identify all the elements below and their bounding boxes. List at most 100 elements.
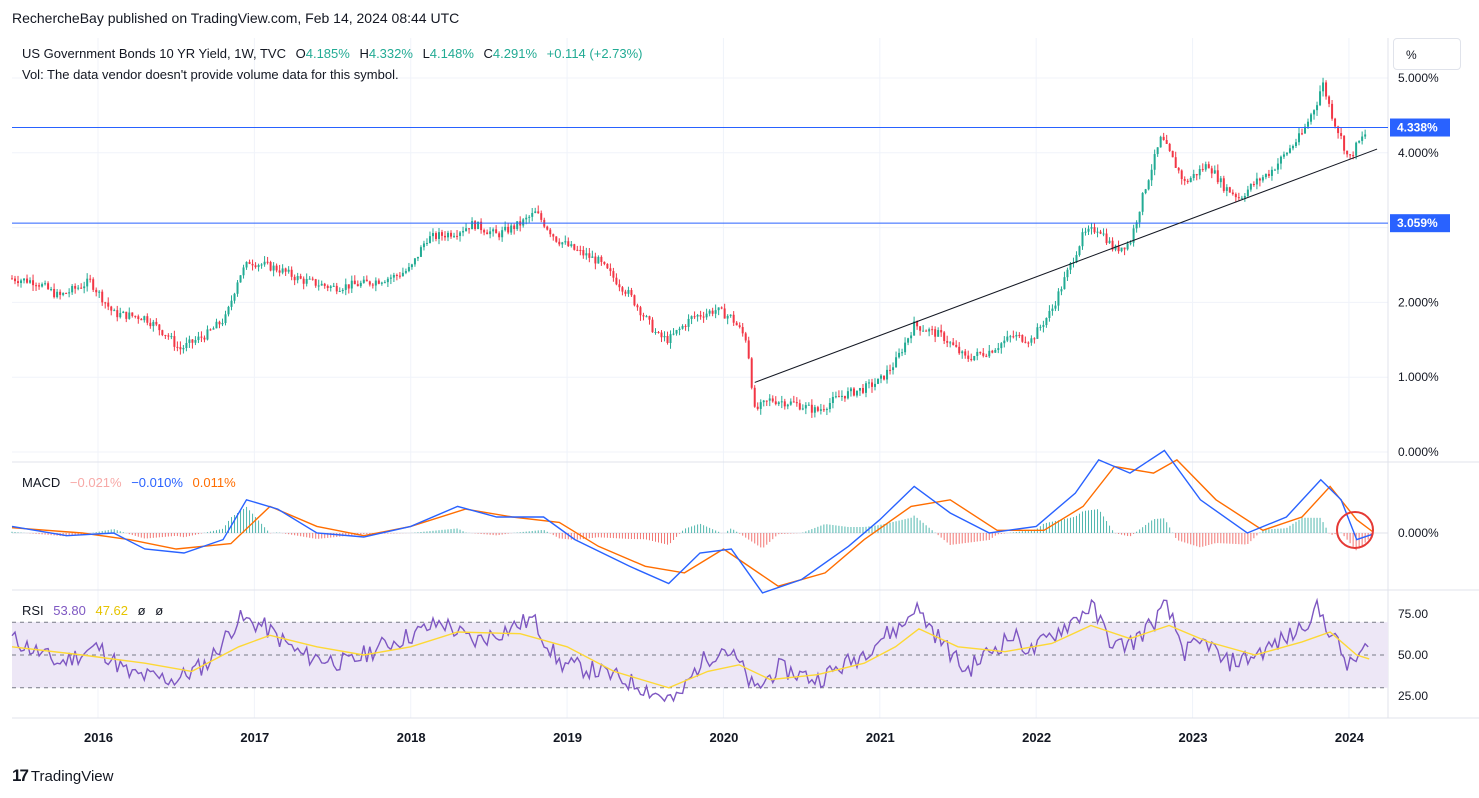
candle-body <box>1024 341 1027 343</box>
candle-body <box>257 265 260 268</box>
candle-body <box>239 275 242 283</box>
candle-body <box>158 324 161 331</box>
candle-body <box>630 290 633 296</box>
candle-body <box>92 279 95 290</box>
candle-body <box>1144 189 1147 194</box>
candle-body <box>1012 336 1015 338</box>
candle-body <box>642 315 645 317</box>
change-value: +0.114 (+2.73%) <box>546 46 643 61</box>
candle-body <box>1355 142 1358 156</box>
candle-body <box>528 216 531 218</box>
candle-body <box>985 355 988 357</box>
candle-body <box>215 321 218 329</box>
candle-body <box>26 278 29 283</box>
candle-body <box>110 306 113 311</box>
candle-body <box>416 256 419 259</box>
candle-body <box>501 230 504 238</box>
candle-body <box>961 351 964 354</box>
candle-body <box>892 367 895 371</box>
candle-body <box>681 325 684 329</box>
candle-body <box>422 243 425 248</box>
candle-body <box>182 347 185 350</box>
tradingview-logo-text: TradingView <box>30 767 114 785</box>
candle-body <box>1111 240 1114 250</box>
candle-body <box>645 316 648 318</box>
candle-body <box>864 383 867 393</box>
candle-body <box>1364 134 1367 137</box>
candle-body <box>552 234 555 237</box>
candle-body <box>732 314 735 323</box>
candle-body <box>615 277 618 285</box>
candle-body <box>471 221 474 230</box>
candle-body <box>305 278 308 284</box>
candle-body <box>302 278 305 284</box>
candle-body <box>1328 96 1331 104</box>
rsi-axis-tick: 50.00 <box>1398 648 1428 662</box>
candle-body <box>834 396 837 398</box>
candle-body <box>35 285 38 287</box>
candle-body <box>1325 82 1328 97</box>
candle-body <box>71 286 74 293</box>
rsi-value: 53.80 <box>53 603 86 618</box>
candle-body <box>95 289 98 293</box>
rsi-title[interactable]: RSI <box>22 603 44 618</box>
candle-body <box>843 395 846 399</box>
candle-body <box>251 263 254 266</box>
candle-body <box>943 332 946 341</box>
candle-body <box>233 293 236 301</box>
candle-body <box>907 338 910 343</box>
candle-body <box>810 404 813 413</box>
candle-body <box>272 265 275 271</box>
candle-body <box>588 253 591 258</box>
candle-body <box>750 358 753 388</box>
candle-body <box>1264 173 1267 178</box>
candle-body <box>489 231 492 235</box>
candle-body <box>1171 150 1174 158</box>
candle-body <box>290 269 293 277</box>
candle-body <box>125 311 128 319</box>
candle-body <box>380 282 383 284</box>
candle-body <box>711 310 714 314</box>
candle-body <box>197 336 200 341</box>
candle-body <box>988 350 991 357</box>
candle-body <box>47 283 50 290</box>
candle-body <box>453 235 456 237</box>
candle-body <box>122 311 125 313</box>
candle-body <box>579 249 582 251</box>
candle-body <box>1135 222 1138 229</box>
candle-body <box>1210 168 1213 174</box>
candle-body <box>1279 156 1282 164</box>
candle-body <box>353 280 356 285</box>
candle-body <box>74 286 77 289</box>
candle-body <box>699 315 702 317</box>
candle-body <box>368 281 371 285</box>
chart-canvas[interactable]: 4.338% 3.059% 0.000% 1.000% 2.000% 4.000% 5.00… <box>0 32 1479 764</box>
candle-body <box>603 261 606 264</box>
candle-body <box>958 346 961 354</box>
candle-body <box>1009 336 1012 338</box>
candle-body <box>434 233 437 239</box>
candle-body <box>997 348 1000 350</box>
rsi-ma-line <box>11 624 1370 689</box>
symbol-title[interactable]: US Government Bonds 10 YR Yield, 1W, TVC <box>22 46 286 61</box>
candle-body <box>1243 195 1246 198</box>
candle-body <box>492 229 495 232</box>
candle-body <box>1361 136 1364 141</box>
candle-body <box>480 221 483 231</box>
rsi-axis-tick: 75.00 <box>1398 607 1428 621</box>
percent-scale-button[interactable]: % <box>1393 38 1461 70</box>
candle-body <box>786 404 789 407</box>
candle-body <box>392 274 395 278</box>
main-legend: US Government Bonds 10 YR Yield, 1W, TVC… <box>22 46 643 61</box>
candle-body <box>952 342 955 345</box>
candle-body <box>877 378 880 384</box>
macd-title[interactable]: MACD <box>22 475 61 490</box>
candle-body <box>831 396 834 404</box>
candle-body <box>792 401 795 403</box>
tradingview-logo[interactable]: 17 TradingView <box>12 766 113 786</box>
candle-body <box>116 310 119 318</box>
candle-body <box>723 308 726 319</box>
candle-body <box>813 407 816 413</box>
time-axis-tick: 2022 <box>1022 730 1051 745</box>
candle-body <box>1120 247 1123 252</box>
